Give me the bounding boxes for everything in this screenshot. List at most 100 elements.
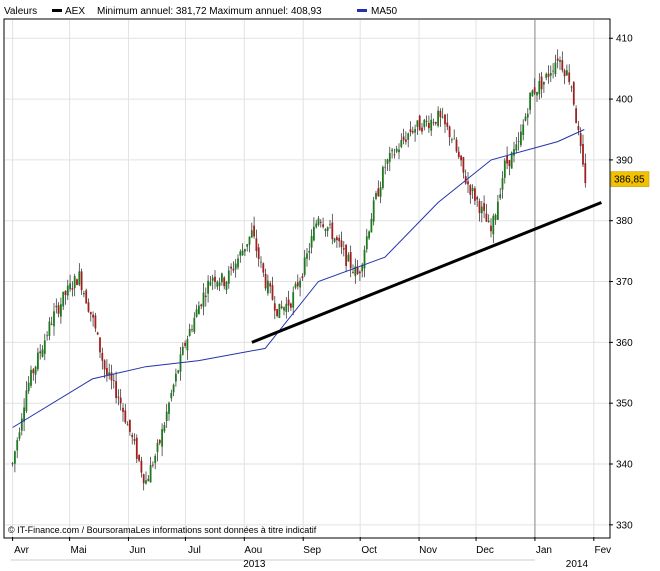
candle-up bbox=[388, 152, 391, 162]
candle-down bbox=[462, 157, 465, 173]
candle-down bbox=[264, 273, 267, 289]
candle-up bbox=[471, 187, 474, 192]
candle-up bbox=[25, 390, 28, 412]
candle-up bbox=[239, 251, 242, 256]
candle-down bbox=[439, 110, 442, 118]
candle-down bbox=[331, 222, 334, 240]
candle-up bbox=[549, 72, 552, 76]
candle-up bbox=[531, 90, 534, 97]
candle-down bbox=[128, 419, 131, 432]
candle-down bbox=[533, 87, 536, 94]
candle-down bbox=[457, 151, 460, 158]
legend-valeurs-label: Valeurs bbox=[4, 6, 37, 17]
candle-down bbox=[158, 439, 161, 444]
marks bbox=[11, 49, 602, 491]
candle-down bbox=[57, 305, 60, 314]
candle-up bbox=[365, 236, 368, 250]
candle-up bbox=[542, 81, 545, 85]
last-price-badge-bg bbox=[610, 171, 650, 187]
candle-up bbox=[172, 384, 175, 393]
candle-down bbox=[421, 127, 423, 132]
ma50-line bbox=[12, 129, 585, 428]
candle-down bbox=[269, 283, 272, 287]
candle-down bbox=[446, 122, 449, 127]
candle-down bbox=[301, 276, 304, 278]
candle-down bbox=[94, 315, 97, 329]
candle-down bbox=[404, 139, 407, 142]
candle-down bbox=[338, 238, 341, 242]
candle-up bbox=[278, 303, 281, 318]
candle-up bbox=[308, 250, 311, 253]
candle-up bbox=[46, 335, 48, 337]
candle-up bbox=[306, 253, 308, 259]
x-axis: Avr Mai Jun Jul Aou Sep Oct Nov Dec Jan Fev 2013 201… bbox=[10, 537, 611, 570]
last-price-label: 386,85 bbox=[614, 175, 645, 186]
candle-up bbox=[395, 148, 398, 152]
candle-up bbox=[18, 432, 21, 439]
candle-up bbox=[34, 366, 37, 375]
candle-up bbox=[423, 119, 426, 128]
candle-up bbox=[13, 451, 16, 464]
candle-down bbox=[223, 277, 226, 287]
y-tick-label: 340 bbox=[616, 460, 633, 471]
y-tick-label: 370 bbox=[616, 277, 633, 288]
candle-up bbox=[234, 263, 237, 270]
candle-down bbox=[119, 397, 122, 404]
candle-down bbox=[191, 329, 193, 331]
candle-down bbox=[427, 122, 430, 129]
candle-up bbox=[156, 442, 159, 453]
candle-up bbox=[78, 271, 81, 285]
candle-down bbox=[473, 188, 476, 201]
candle-down bbox=[356, 266, 359, 274]
x-tick-label: Oct bbox=[361, 545, 377, 556]
candle-down bbox=[124, 410, 127, 423]
candle-up bbox=[368, 231, 370, 239]
candle-down bbox=[140, 460, 143, 473]
candle-up bbox=[225, 281, 228, 290]
candle-down bbox=[253, 225, 255, 237]
candle-down bbox=[469, 185, 472, 195]
candle-up bbox=[250, 230, 253, 238]
candle-down bbox=[319, 221, 322, 223]
candle-up bbox=[220, 273, 223, 283]
candle-up bbox=[398, 149, 400, 153]
candle-up bbox=[515, 144, 518, 151]
candle-up bbox=[519, 131, 522, 146]
x-tick-label: Nov bbox=[419, 545, 437, 556]
candle-up bbox=[193, 317, 196, 332]
candle-down bbox=[76, 279, 78, 286]
grid bbox=[5, 20, 609, 537]
candle-up bbox=[487, 220, 490, 223]
candle-down bbox=[142, 474, 145, 484]
x-tick-label: Dec bbox=[476, 545, 494, 556]
candle-up bbox=[407, 133, 410, 140]
candle-down bbox=[80, 271, 83, 291]
candle-up bbox=[310, 235, 313, 248]
candle-up bbox=[266, 280, 269, 294]
candle-up bbox=[59, 304, 62, 317]
candle-up bbox=[361, 264, 364, 272]
candle-up bbox=[379, 187, 382, 197]
candle-down bbox=[444, 114, 446, 125]
candle-down bbox=[335, 237, 338, 241]
candle-down bbox=[478, 201, 481, 214]
candle-up bbox=[517, 141, 520, 142]
candle-down bbox=[105, 367, 108, 376]
candle-down bbox=[96, 332, 99, 335]
candle-down bbox=[352, 272, 354, 273]
candle-up bbox=[347, 254, 350, 262]
candle-up bbox=[36, 352, 39, 370]
x-tick-label: Jun bbox=[129, 545, 145, 556]
candle-down bbox=[89, 311, 92, 315]
candle-up bbox=[73, 276, 76, 289]
candle-up bbox=[243, 248, 246, 252]
candle-up bbox=[425, 120, 428, 122]
candle-up bbox=[565, 70, 568, 76]
candle-down bbox=[273, 303, 276, 311]
candle-down bbox=[322, 224, 324, 227]
candle-up bbox=[363, 249, 366, 269]
candle-down bbox=[99, 337, 101, 353]
candle-down bbox=[133, 439, 136, 441]
candle-down bbox=[117, 396, 120, 398]
